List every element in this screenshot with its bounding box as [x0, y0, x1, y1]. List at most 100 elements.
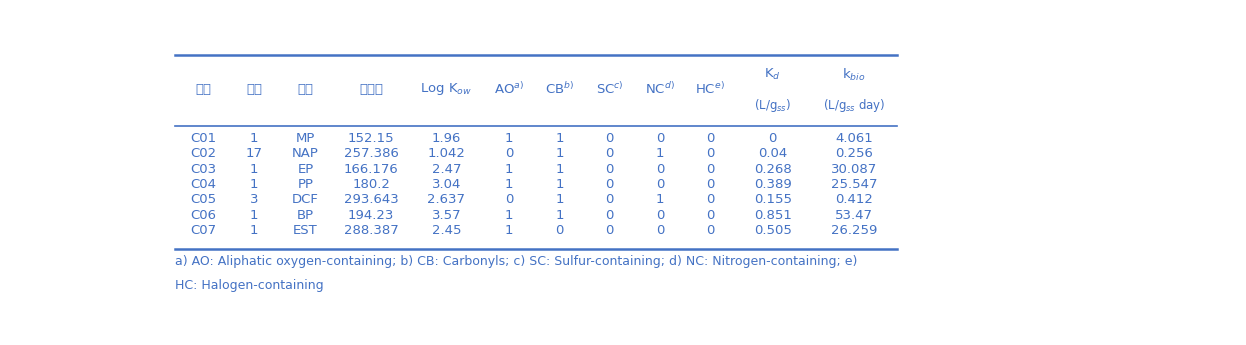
Text: 0: 0	[705, 163, 714, 176]
Text: 0.412: 0.412	[835, 194, 873, 207]
Text: 0: 0	[655, 224, 664, 237]
Text: 0: 0	[556, 224, 563, 237]
Text: C01: C01	[189, 132, 216, 145]
Text: 2.45: 2.45	[431, 224, 461, 237]
Text: 3.04: 3.04	[431, 178, 461, 191]
Text: 1: 1	[556, 132, 563, 145]
Text: 1.96: 1.96	[431, 132, 461, 145]
Text: 0: 0	[606, 224, 614, 237]
Text: 166.176: 166.176	[344, 163, 399, 176]
Text: 1: 1	[250, 132, 258, 145]
Text: 0: 0	[769, 132, 778, 145]
Text: 0: 0	[655, 132, 664, 145]
Text: 1: 1	[505, 132, 513, 145]
Text: 1: 1	[556, 178, 563, 191]
Text: 53.47: 53.47	[835, 209, 873, 222]
Text: 0: 0	[705, 147, 714, 160]
Text: HC$^{e)}$: HC$^{e)}$	[695, 81, 725, 97]
Text: 2.637: 2.637	[427, 194, 466, 207]
Text: 1: 1	[655, 147, 664, 160]
Text: 3.57: 3.57	[431, 209, 461, 222]
Text: NC$^{d)}$: NC$^{d)}$	[645, 81, 675, 97]
Text: (L/g$_{ss}$): (L/g$_{ss}$)	[754, 97, 791, 114]
Text: 마커: 마커	[298, 83, 314, 96]
Text: 0: 0	[705, 178, 714, 191]
Text: C06: C06	[191, 209, 216, 222]
Text: 개수: 개수	[247, 83, 262, 96]
Text: CB$^{b)}$: CB$^{b)}$	[545, 81, 574, 97]
Text: 257.386: 257.386	[344, 147, 399, 160]
Text: MP: MP	[295, 132, 315, 145]
Text: AO$^{a)}$: AO$^{a)}$	[495, 81, 525, 97]
Text: 1: 1	[655, 194, 664, 207]
Text: k$_{bio}$: k$_{bio}$	[842, 67, 866, 83]
Text: 0.155: 0.155	[754, 194, 791, 207]
Text: SC$^{c)}$: SC$^{c)}$	[596, 81, 623, 97]
Text: 1: 1	[556, 194, 563, 207]
Text: 0: 0	[705, 224, 714, 237]
Text: Log K$_{ow}$: Log K$_{ow}$	[420, 81, 472, 97]
Text: 30.087: 30.087	[831, 163, 877, 176]
Text: 1: 1	[250, 224, 258, 237]
Text: 1: 1	[505, 224, 513, 237]
Text: 0.505: 0.505	[754, 224, 791, 237]
Text: 0: 0	[655, 178, 664, 191]
Text: 1: 1	[505, 163, 513, 176]
Text: C02: C02	[189, 147, 216, 160]
Text: 0: 0	[606, 194, 614, 207]
Text: 152.15: 152.15	[348, 132, 395, 145]
Text: 1: 1	[556, 147, 563, 160]
Text: 1: 1	[556, 163, 563, 176]
Text: 17: 17	[245, 147, 263, 160]
Text: 0.851: 0.851	[754, 209, 791, 222]
Text: 0: 0	[606, 147, 614, 160]
Text: (L/g$_{ss}$ day): (L/g$_{ss}$ day)	[822, 97, 885, 114]
Text: EST: EST	[293, 224, 318, 237]
Text: EP: EP	[298, 163, 314, 176]
Text: DCF: DCF	[292, 194, 319, 207]
Text: 1: 1	[250, 163, 258, 176]
Text: C05: C05	[189, 194, 216, 207]
Text: 0: 0	[606, 163, 614, 176]
Text: a) AO: Aliphatic oxygen-containing; b) CB: Carbonyls; c) SC: Sulfur-containing; : a) AO: Aliphatic oxygen-containing; b) C…	[174, 255, 857, 268]
Text: 0: 0	[705, 209, 714, 222]
Text: 1: 1	[250, 209, 258, 222]
Text: 2.47: 2.47	[431, 163, 461, 176]
Text: C04: C04	[191, 178, 216, 191]
Text: 194.23: 194.23	[348, 209, 394, 222]
Text: 293.643: 293.643	[344, 194, 399, 207]
Text: C07: C07	[189, 224, 216, 237]
Text: 0: 0	[505, 194, 513, 207]
Text: 0: 0	[705, 132, 714, 145]
Text: 25.547: 25.547	[831, 178, 877, 191]
Text: 1: 1	[556, 209, 563, 222]
Text: 1: 1	[250, 178, 258, 191]
Text: 288.387: 288.387	[344, 224, 399, 237]
Text: 0: 0	[705, 194, 714, 207]
Text: 1.042: 1.042	[427, 147, 465, 160]
Text: 0: 0	[655, 209, 664, 222]
Text: K$_{d}$: K$_{d}$	[765, 67, 781, 82]
Text: 180.2: 180.2	[353, 178, 390, 191]
Text: 1: 1	[505, 178, 513, 191]
Text: 0: 0	[606, 178, 614, 191]
Text: 0.389: 0.389	[754, 178, 791, 191]
Text: 0: 0	[655, 163, 664, 176]
Text: 1: 1	[505, 209, 513, 222]
Text: 3: 3	[250, 194, 258, 207]
Text: BP: BP	[297, 209, 314, 222]
Text: 분자량: 분자량	[359, 83, 383, 96]
Text: 0: 0	[606, 132, 614, 145]
Text: C03: C03	[189, 163, 216, 176]
Text: 0: 0	[505, 147, 513, 160]
Text: PP: PP	[298, 178, 314, 191]
Text: NAP: NAP	[292, 147, 319, 160]
Text: 0.256: 0.256	[835, 147, 873, 160]
Text: 0.04: 0.04	[758, 147, 787, 160]
Text: 군집: 군집	[196, 83, 211, 96]
Text: 0.268: 0.268	[754, 163, 791, 176]
Text: 26.259: 26.259	[831, 224, 877, 237]
Text: HC: Halogen-containing: HC: Halogen-containing	[174, 279, 324, 292]
Text: 0: 0	[606, 209, 614, 222]
Text: 4.061: 4.061	[835, 132, 872, 145]
